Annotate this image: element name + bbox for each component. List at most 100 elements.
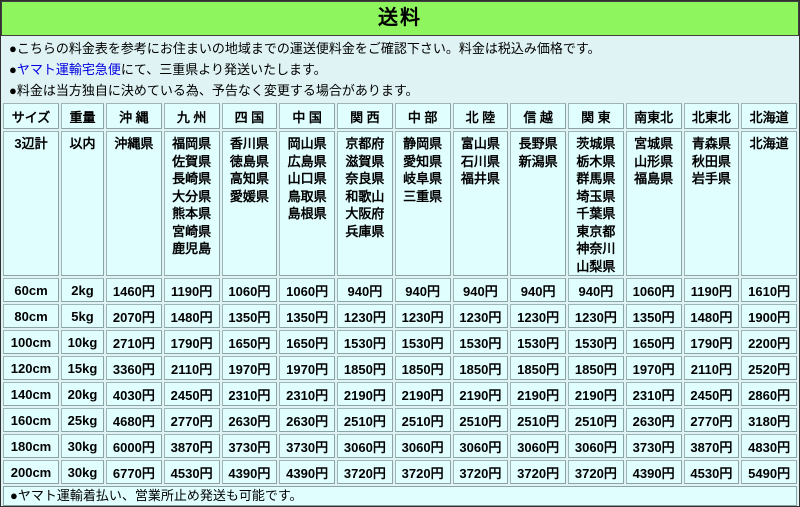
region-prefectures: 香川県 徳島県 高知県 愛媛県 <box>221 131 278 276</box>
table-header-row: サイズ 重量沖 縄九 州四 国中 国関 西中 部北 陸信 越関 東南東北 北東北 北海… <box>3 103 797 129</box>
price-cell: 1350円 <box>625 304 682 328</box>
note-text: ● <box>9 62 17 77</box>
weight-cell: 30kg <box>61 434 104 458</box>
price-cell: 3730円 <box>625 434 682 458</box>
price-cell: 4530円 <box>683 460 740 484</box>
region-prefectures: 京都府 滋賀県 奈良県 和歌山 大阪府 兵庫県 <box>337 131 393 276</box>
size-cell: 100cm <box>3 330 59 354</box>
note-text: ●料金は当方独自に決めている為、予告なく変更する場合があります。 <box>9 83 419 98</box>
price-cell: 1350円 <box>221 304 278 328</box>
weight-cell: 20kg <box>61 382 104 406</box>
region-column-header: 中 国 <box>279 103 335 129</box>
price-cell: 2190円 <box>337 382 393 406</box>
size-cell: 80cm <box>3 304 59 328</box>
price-cell: 2520円 <box>741 356 797 380</box>
price-cell: 2110円 <box>163 356 220 380</box>
price-cell: 3870円 <box>163 434 220 458</box>
price-cell: 3060円 <box>394 434 451 458</box>
region-column-header: 北東北 <box>683 103 740 129</box>
price-cell: 3870円 <box>683 434 740 458</box>
price-cell: 2190円 <box>452 382 509 406</box>
size-cell: 180cm <box>3 434 59 458</box>
price-cell: 3060円 <box>568 434 624 458</box>
price-cell: 2310円 <box>625 382 682 406</box>
weight-cell: 30kg <box>61 460 104 484</box>
price-cell: 940円 <box>394 278 451 302</box>
note-line: ●ヤマト運輸宅急便にて、三重県より発送いたします。 <box>9 59 799 80</box>
price-cell: 1970円 <box>279 356 335 380</box>
notes-section: ●こちらの料金表を参考にお住まいの地域までの運送便料金をご確認下さい。料金は税込… <box>1 36 799 101</box>
price-cell: 2190円 <box>568 382 624 406</box>
size-cell: 60cm <box>3 278 59 302</box>
price-cell: 2710円 <box>106 330 162 354</box>
price-cell: 3720円 <box>510 460 566 484</box>
price-cell: 1900円 <box>741 304 797 328</box>
price-cell: 2510円 <box>394 408 451 432</box>
weight-cell: 25kg <box>61 408 104 432</box>
price-row: 60cm 2kg 1460円 1190円 1060円 1060円 940円 940円 940円 9… <box>3 278 797 302</box>
price-cell: 1850円 <box>452 356 509 380</box>
price-cell: 2510円 <box>452 408 509 432</box>
price-cell: 3720円 <box>452 460 509 484</box>
region-column-header: 四 国 <box>221 103 278 129</box>
region-column-header: 九 州 <box>163 103 220 129</box>
yamato-takkyubin-link[interactable]: ヤマト運輸宅急便 <box>16 62 121 77</box>
price-cell: 4680円 <box>106 408 162 432</box>
price-cell: 3730円 <box>279 434 335 458</box>
price-cell: 6000円 <box>106 434 162 458</box>
price-cell: 2630円 <box>279 408 335 432</box>
price-cell: 1790円 <box>683 330 740 354</box>
prefecture-row: 3辺計 以内 沖縄県 福岡県 佐賀県 長崎県 大分県 熊本県 宮崎県 鹿児島 香川県 徳島県 高知県 愛媛… <box>3 131 797 276</box>
price-cell: 4830円 <box>741 434 797 458</box>
price-row: 80cm 5kg 2070円 1480円 1350円 1350円 1230円 1230円 123… <box>3 304 797 328</box>
weight-cell: 15kg <box>61 356 104 380</box>
price-cell: 2190円 <box>394 382 451 406</box>
price-row: 200cm 30kg 6770円 4530円 4390円 4390円 3720円 3720円 3… <box>3 460 797 484</box>
price-cell: 1530円 <box>568 330 624 354</box>
region-prefectures: 岡山県 広島県 山口県 鳥取県 島根県 <box>279 131 335 276</box>
price-cell: 1530円 <box>394 330 451 354</box>
price-cell: 1060円 <box>279 278 335 302</box>
price-cell: 2310円 <box>279 382 335 406</box>
price-cell: 1530円 <box>452 330 509 354</box>
price-cell: 3180円 <box>741 408 797 432</box>
region-prefectures: 青森県 秋田県 岩手県 <box>683 131 740 276</box>
price-cell: 4530円 <box>163 460 220 484</box>
region-prefectures: 北海道 <box>741 131 797 276</box>
region-column-header: 信 越 <box>510 103 566 129</box>
price-cell: 1230円 <box>452 304 509 328</box>
weight-cell: 2kg <box>61 278 104 302</box>
price-cell: 4030円 <box>106 382 162 406</box>
price-cell: 1190円 <box>683 278 740 302</box>
price-row: 140cm 20kg 4030円 2450円 2310円 2310円 2190円 2190円 2… <box>3 382 797 406</box>
price-cell: 1850円 <box>568 356 624 380</box>
size-subheader: 3辺計 <box>3 131 59 276</box>
price-cell: 3730円 <box>221 434 278 458</box>
note-text: ●こちらの料金表を参考にお住まいの地域までの運送便料金をご確認下さい。料金は税込… <box>9 41 601 56</box>
size-cell: 120cm <box>3 356 59 380</box>
weight-cell: 5kg <box>61 304 104 328</box>
price-cell: 1230円 <box>337 304 393 328</box>
price-cell: 1790円 <box>163 330 220 354</box>
price-cell: 1230円 <box>394 304 451 328</box>
price-cell: 1460円 <box>106 278 162 302</box>
price-cell: 2450円 <box>163 382 220 406</box>
price-cell: 3720円 <box>568 460 624 484</box>
price-cell: 3060円 <box>452 434 509 458</box>
note-line: ●料金は当方独自に決めている為、予告なく変更する場合があります。 <box>9 80 799 101</box>
region-column-header: 関 東 <box>568 103 624 129</box>
note-line: ●こちらの料金表を参考にお住まいの地域までの運送便料金をご確認下さい。料金は税込… <box>9 38 799 59</box>
price-cell: 940円 <box>510 278 566 302</box>
weight-cell: 10kg <box>61 330 104 354</box>
region-prefectures: 宮城県 山形県 福島県 <box>625 131 682 276</box>
price-cell: 1850円 <box>337 356 393 380</box>
price-cell: 1480円 <box>683 304 740 328</box>
price-cell: 1650円 <box>279 330 335 354</box>
price-cell: 3060円 <box>510 434 566 458</box>
price-cell: 2770円 <box>163 408 220 432</box>
region-prefectures: 長野県 新潟県 <box>510 131 566 276</box>
price-row: 180cm 30kg 6000円 3870円 3730円 3730円 3060円 3060円 3… <box>3 434 797 458</box>
price-cell: 1610円 <box>741 278 797 302</box>
weight-column-header: 重量 <box>61 103 104 129</box>
